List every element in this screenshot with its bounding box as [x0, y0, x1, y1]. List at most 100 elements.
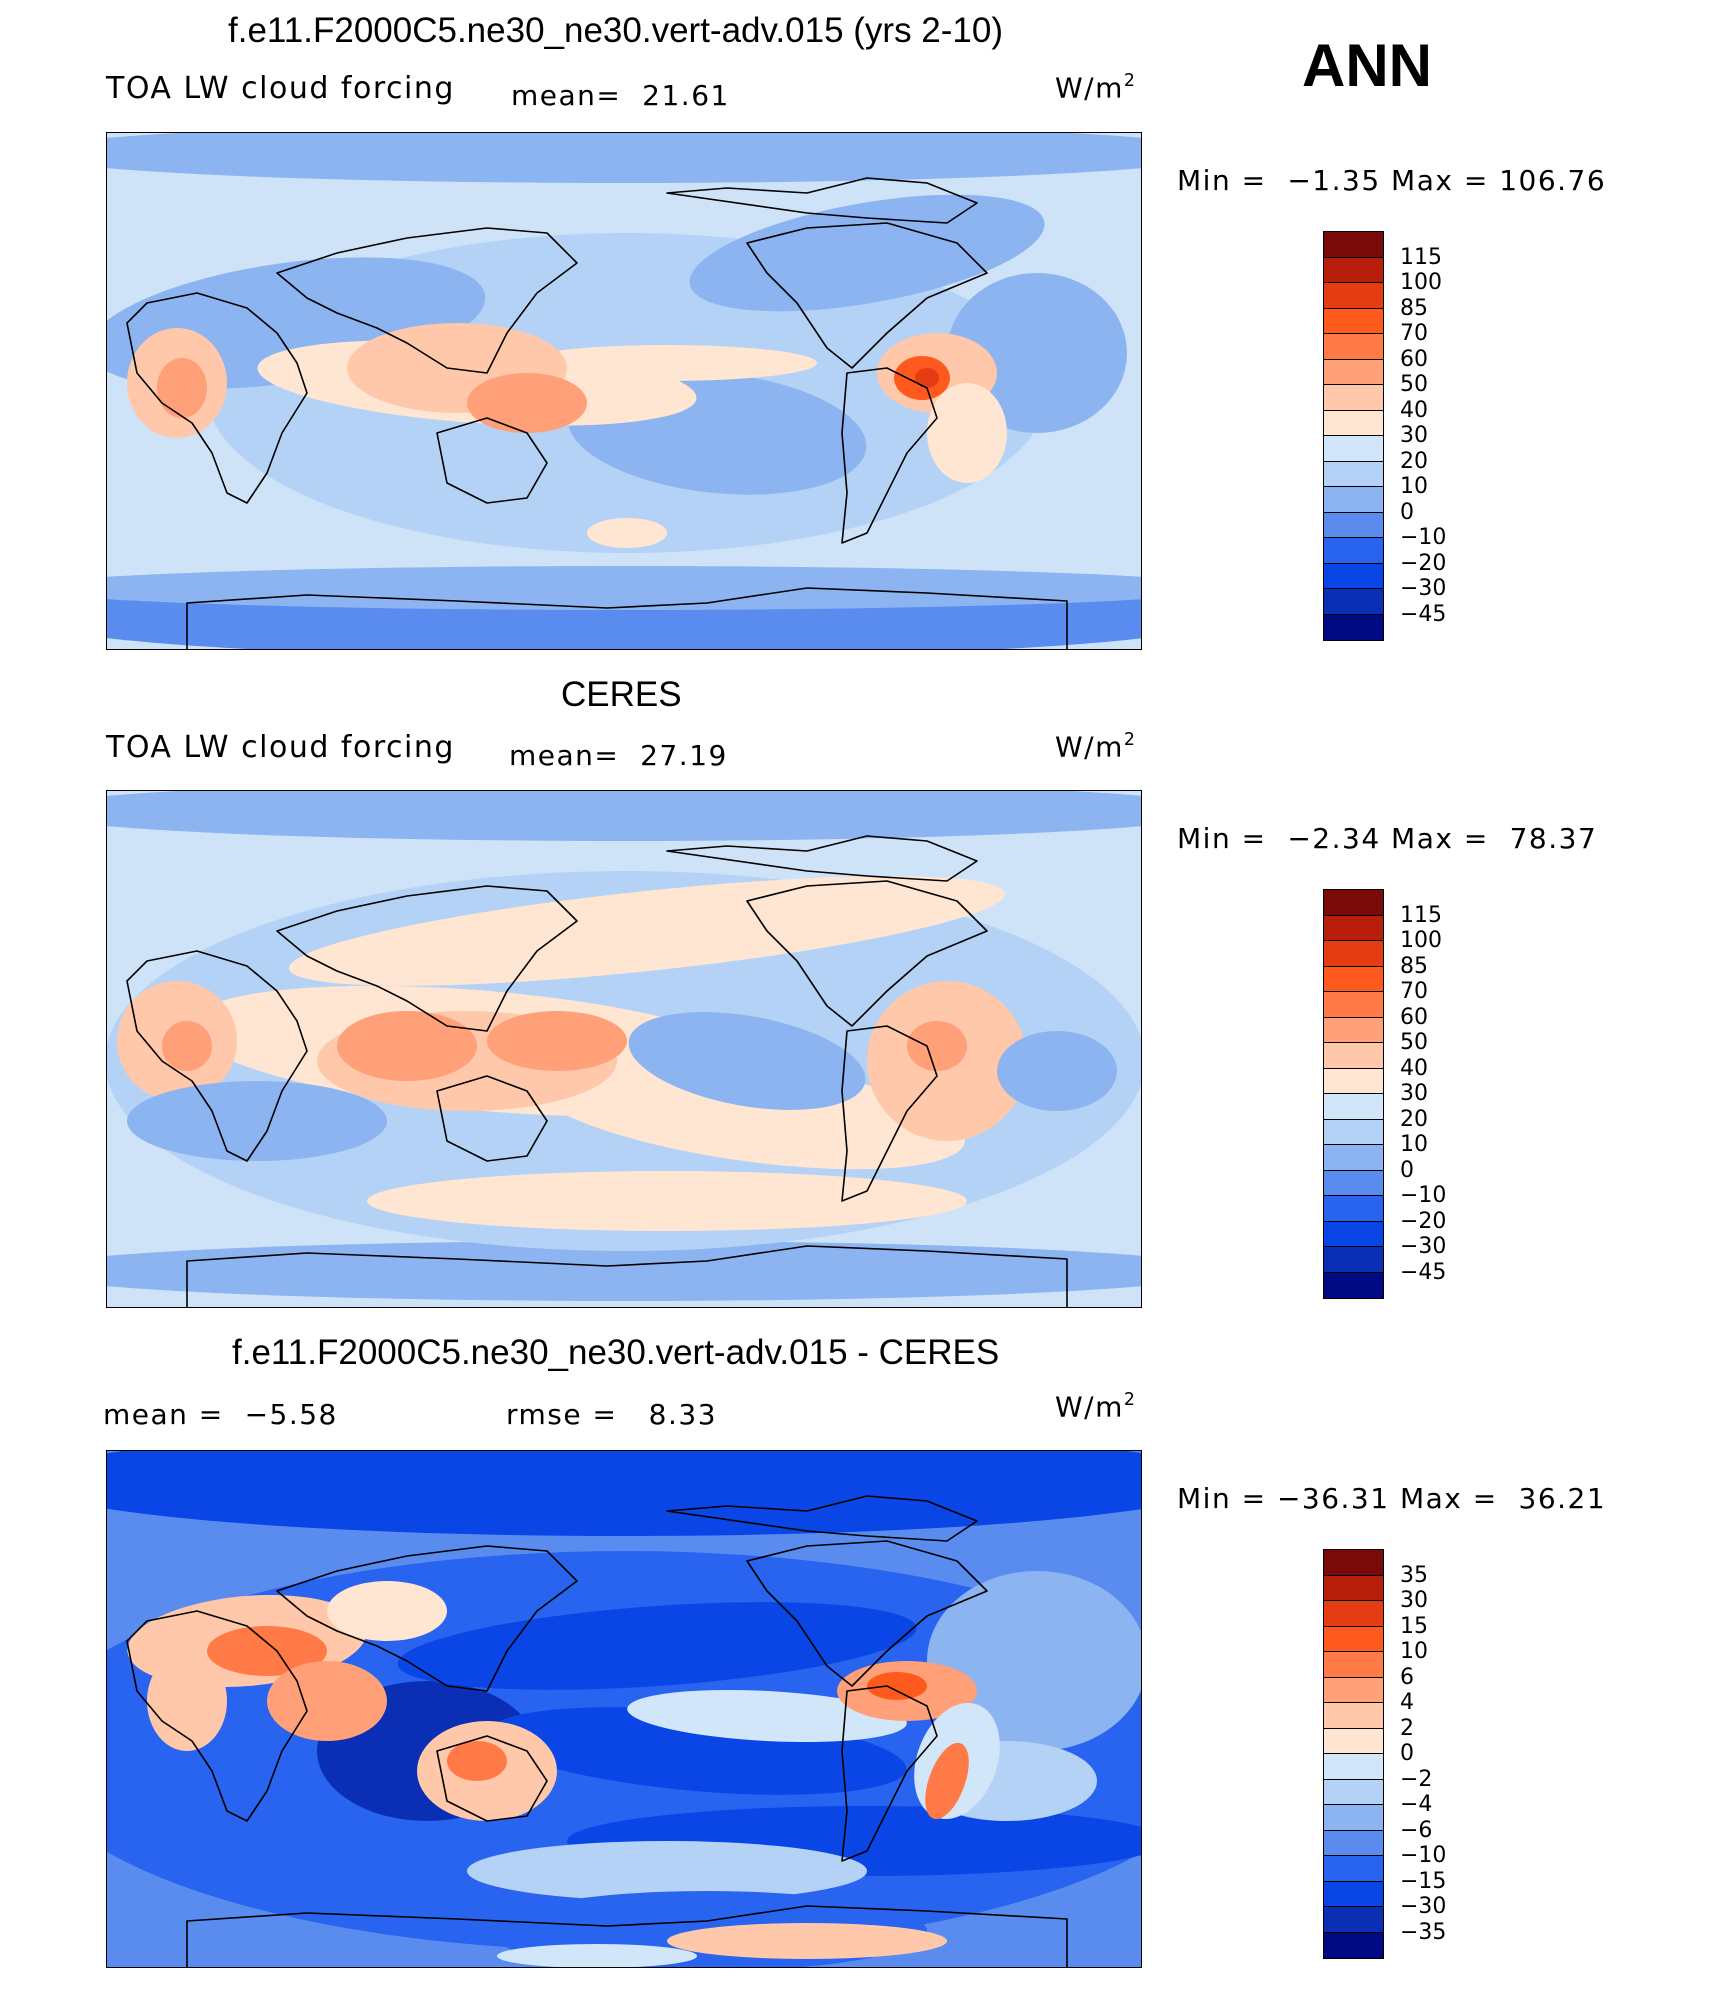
colorbar-swatch	[1324, 1932, 1383, 1958]
colorbar-level-label: 85	[1400, 295, 1428, 321]
contour-region	[925, 1742, 969, 1820]
colorbar-level-label: 20	[1400, 1106, 1428, 1132]
colorbar-swatch	[1324, 915, 1383, 941]
colorbar-swatch	[1324, 1728, 1383, 1754]
colorbar-level-label: −4	[1400, 1792, 1433, 1817]
colorbar-swatch	[1324, 1677, 1383, 1703]
colorbar-level-label: 70	[1400, 979, 1428, 1004]
panel1-map	[106, 132, 1142, 650]
colorbar-level-label: −6	[1400, 1817, 1433, 1843]
colorbar-swatch	[1324, 385, 1383, 411]
panel2-min-max: Min = −2.34 Max = 78.37	[1177, 822, 1598, 855]
colorbar-level-label: 60	[1400, 1004, 1428, 1030]
colorbar-level-label: 115	[1400, 902, 1442, 928]
colorbar-level-label: 60	[1400, 346, 1428, 372]
contour-field	[107, 791, 1141, 1307]
contour-region	[162, 1021, 212, 1071]
colorbar-swatch	[1324, 334, 1383, 360]
coastline	[276, 885, 578, 1032]
coastline	[186, 1905, 1068, 1967]
colorbar-swatch	[1324, 992, 1383, 1018]
coastline	[186, 1245, 1068, 1307]
colorbar-level-label: 6	[1400, 1664, 1414, 1690]
colorbar-level-label: 30	[1400, 1588, 1428, 1613]
colorbar-swatch	[1324, 436, 1383, 462]
colorbar-level-label: −10	[1400, 1843, 1447, 1868]
panel2-mean: mean= 27.19	[509, 739, 728, 772]
colorbar-level-label: 70	[1400, 321, 1428, 346]
contour-region	[627, 1689, 907, 1743]
colorbar-level-label: −35	[1400, 1919, 1447, 1945]
colorbar-swatch	[1324, 1196, 1383, 1222]
colorbar-swatch	[1324, 308, 1383, 334]
contour-region	[467, 373, 587, 433]
colorbar-level-label: 20	[1400, 448, 1428, 474]
panel2-colorbar	[1323, 889, 1384, 1299]
contour-region	[907, 1021, 967, 1071]
panel2-title: CERES	[561, 675, 682, 714]
contour-region	[867, 1672, 927, 1700]
contour-region	[267, 1661, 387, 1741]
colorbar-swatch	[1324, 1550, 1383, 1576]
colorbar-swatch	[1324, 1703, 1383, 1729]
panel1-field-label: TOA LW cloud forcing	[106, 71, 455, 106]
colorbar-swatch	[1324, 614, 1383, 640]
contour-region	[327, 1581, 447, 1641]
colorbar-level-label: −30	[1400, 1894, 1447, 1919]
colorbar-level-label: 30	[1400, 423, 1428, 448]
coastline	[276, 227, 578, 374]
coastline	[746, 222, 988, 369]
panel3-units: W/m2	[1055, 1390, 1137, 1424]
panel3-mean: mean = −5.58	[103, 1398, 338, 1431]
colorbar-swatch	[1324, 1247, 1383, 1273]
coastline	[841, 1685, 938, 1862]
colorbar-swatch	[1324, 1754, 1383, 1780]
colorbar-swatch	[1324, 1017, 1383, 1043]
panel3-title: f.e11.F2000C5.ne30_ne30.vert-adv.015 - C…	[232, 1333, 1000, 1372]
colorbar-level-label: −20	[1400, 550, 1447, 576]
colorbar-swatch	[1324, 1272, 1383, 1298]
contour-region	[628, 1012, 866, 1110]
colorbar-level-label: 50	[1400, 372, 1428, 397]
colorbar-swatch	[1324, 1856, 1383, 1882]
panel3-rmse: rmse = 8.33	[506, 1398, 718, 1431]
contour-region	[947, 273, 1127, 433]
colorbar-swatch	[1324, 232, 1383, 258]
coastline	[666, 835, 978, 882]
panel1-mean: mean= 21.61	[511, 79, 730, 112]
colorbar-level-label: −2	[1400, 1766, 1433, 1792]
colorbar-level-label: −20	[1400, 1208, 1447, 1234]
colorbar-swatch	[1324, 1221, 1383, 1247]
coastline	[436, 1735, 548, 1822]
contour-region	[337, 1011, 477, 1081]
panel3-colorbar	[1323, 1549, 1384, 1959]
coastline	[841, 367, 938, 544]
contour-region	[447, 1741, 507, 1781]
contour-region	[207, 1626, 327, 1676]
colorbar-level-label: 2	[1400, 1715, 1414, 1741]
colorbar-level-label: −10	[1400, 1183, 1447, 1208]
colorbar-level-label: 85	[1400, 953, 1428, 979]
colorbar-swatch	[1324, 512, 1383, 538]
coastline	[276, 1545, 578, 1692]
colorbar-level-label: −45	[1400, 1259, 1447, 1285]
contour-region	[587, 518, 667, 548]
panel1-title: f.e11.F2000C5.ne30_ne30.vert-adv.015 (yr…	[228, 11, 1004, 50]
colorbar-swatch	[1324, 1068, 1383, 1094]
colorbar-swatch	[1324, 1881, 1383, 1907]
colorbar-swatch	[1324, 1805, 1383, 1831]
colorbar-level-label: −15	[1400, 1868, 1447, 1894]
colorbar-swatch	[1324, 487, 1383, 513]
panel3-min-max: Min = −36.31 Max = 36.21	[1177, 1482, 1607, 1515]
panel2-field-label: TOA LW cloud forcing	[106, 730, 455, 765]
panel3-map	[106, 1450, 1142, 1968]
colorbar-level-label: 4	[1400, 1690, 1414, 1715]
colorbar-level-label: 10	[1400, 1132, 1428, 1157]
coastline	[126, 1610, 308, 1822]
contour-region	[915, 368, 939, 388]
colorbar-level-label: 40	[1400, 1055, 1428, 1081]
colorbar-level-label: 40	[1400, 397, 1428, 423]
colorbar-level-label: 15	[1400, 1613, 1428, 1639]
coastline	[666, 1495, 978, 1542]
colorbar-level-label: 100	[1400, 928, 1442, 953]
